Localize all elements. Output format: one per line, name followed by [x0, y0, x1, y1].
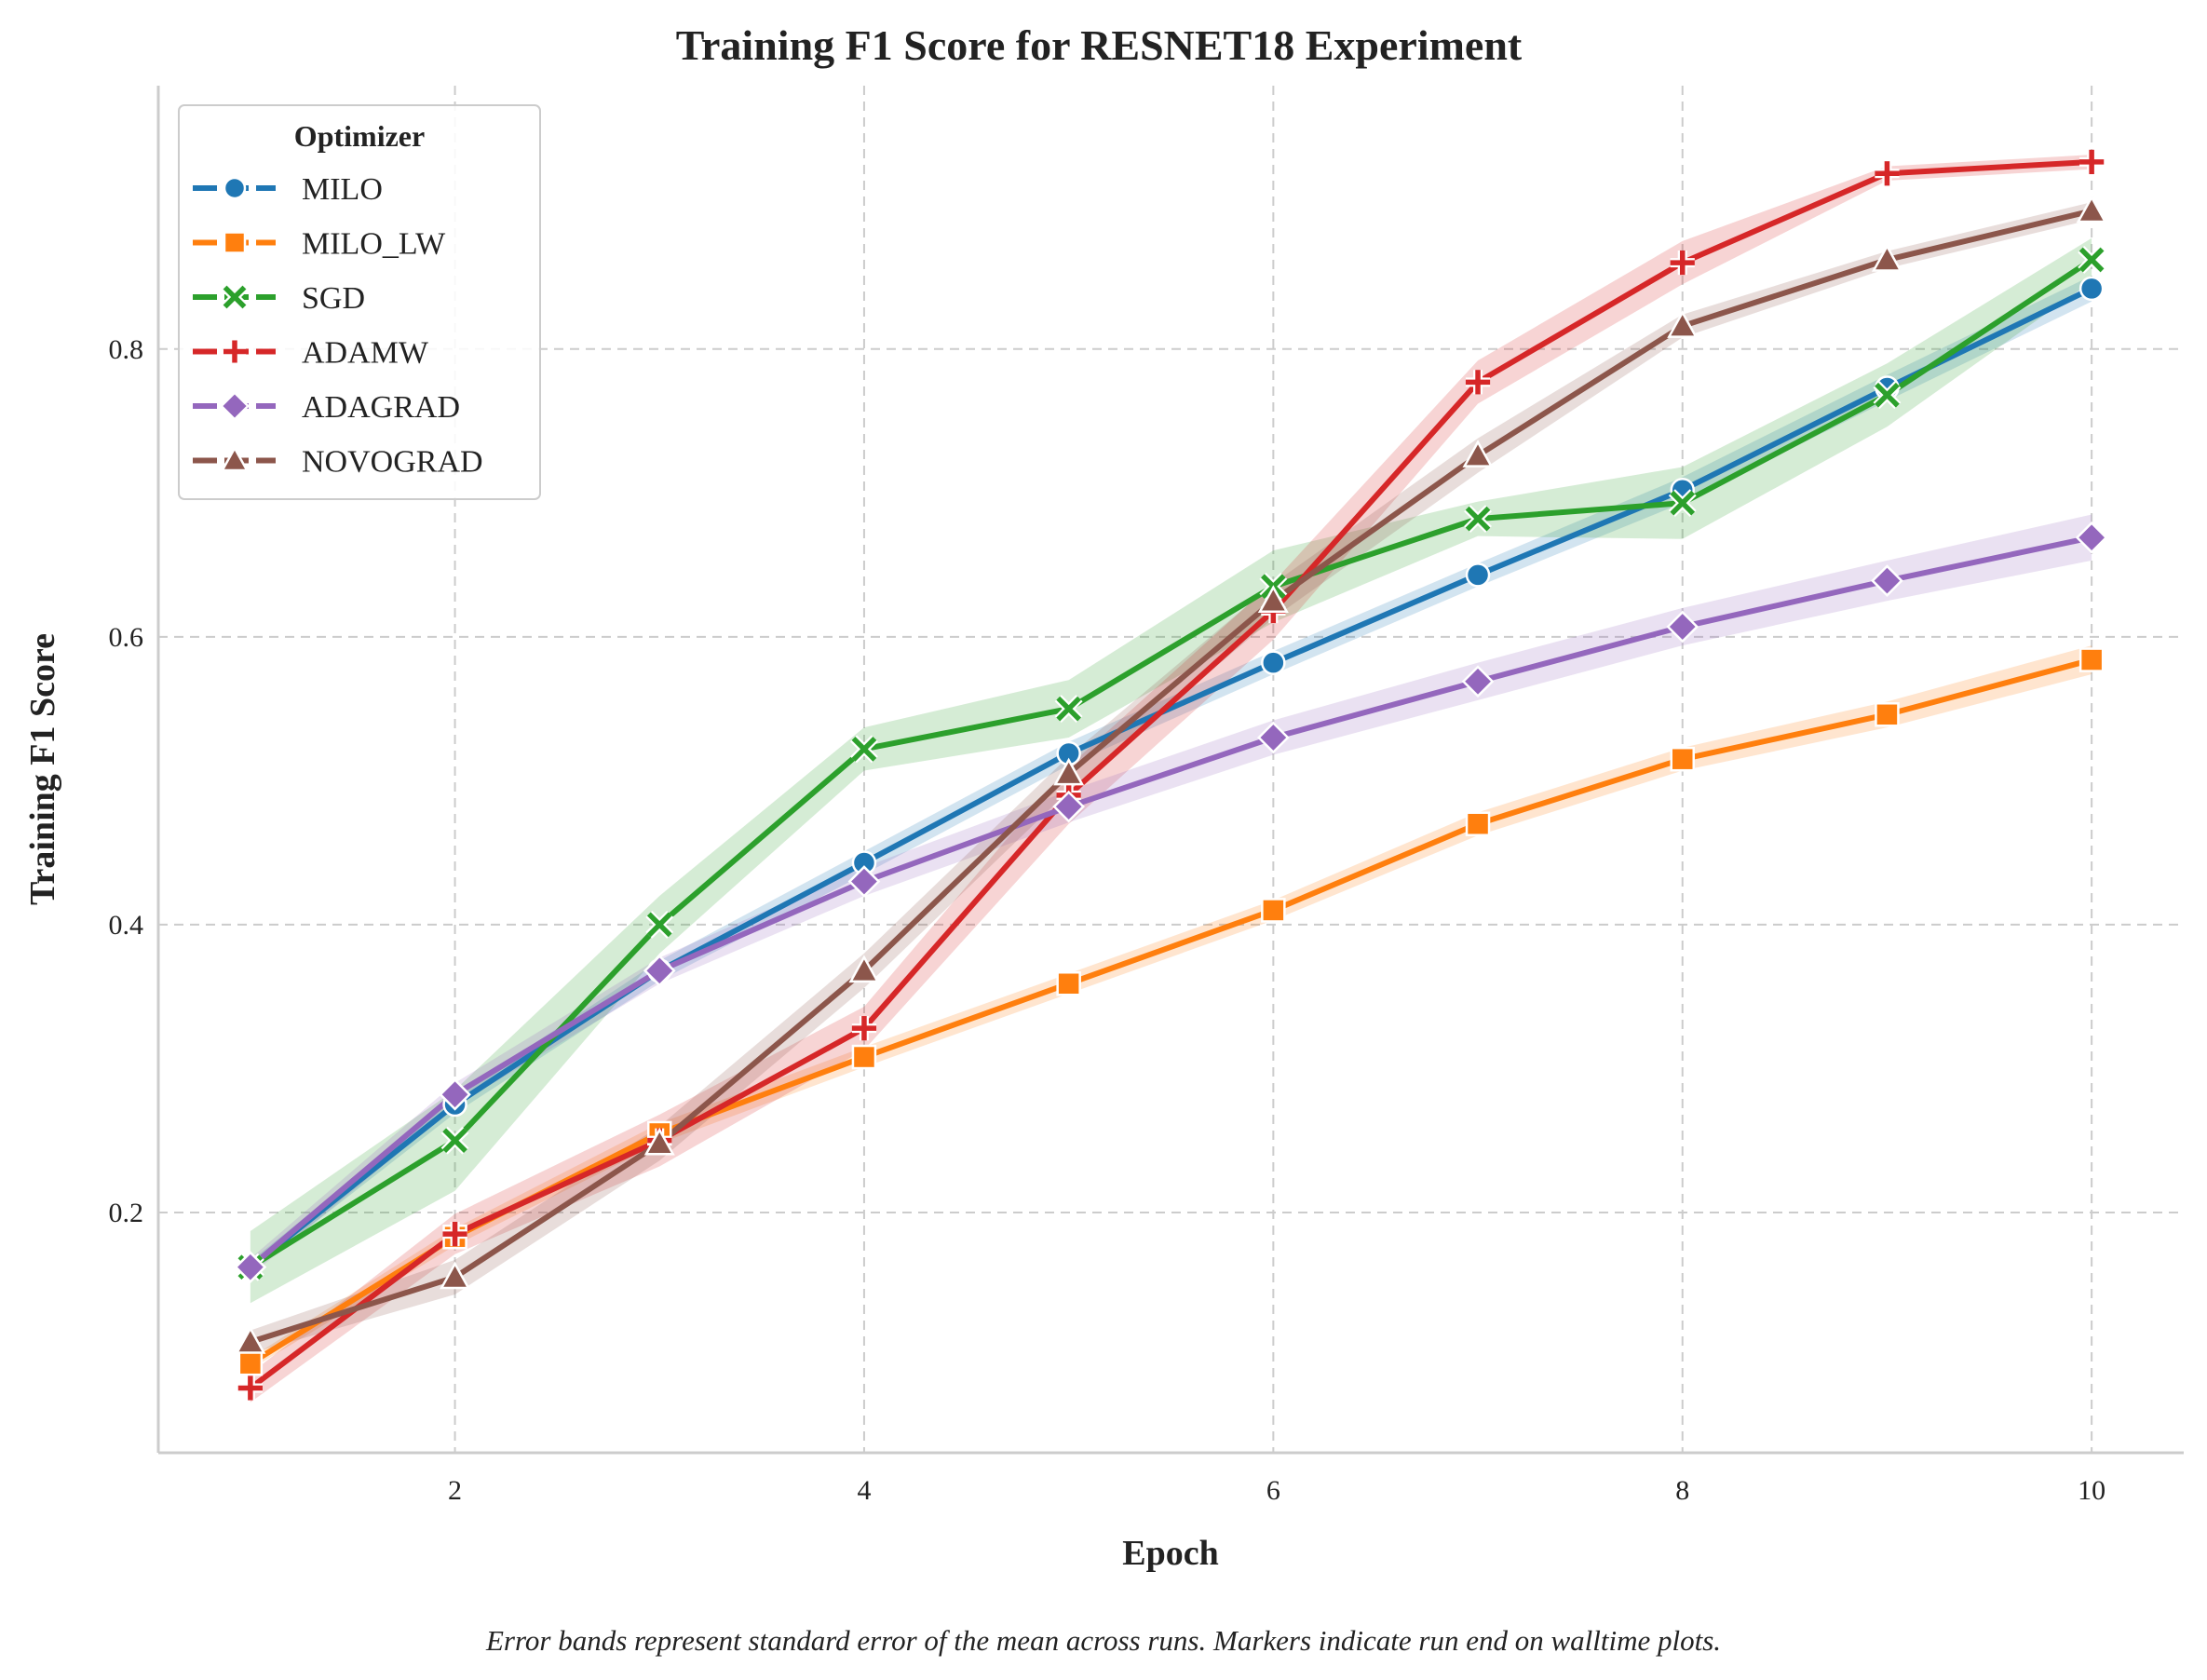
legend-label-adamw: ADAMW	[302, 336, 429, 371]
data-point-milo-lw	[1670, 746, 1695, 772]
legend-label-adagrad: ADAGRAD	[302, 390, 460, 425]
data-point-adagrad	[847, 865, 881, 898]
axes	[156, 86, 2184, 1455]
data-point-milo-lw	[2078, 647, 2105, 672]
data-point-adamw	[2079, 149, 2105, 175]
legend-label-novograd: NOVOGRAD	[302, 445, 483, 480]
legend-label-milo-lw: MILO_LW	[302, 227, 446, 262]
legend-marker-milo-lw	[223, 231, 247, 254]
legend-marker-milo	[223, 176, 247, 200]
legend-title: Optimizer	[294, 119, 425, 153]
x-tick-label: 2	[448, 1475, 462, 1506]
data-point-milo-lw	[1875, 702, 1900, 727]
y-tick-label: 0.2	[109, 1198, 144, 1228]
x-axis-label: Epoch	[1122, 1534, 1218, 1573]
legend-marker-adagrad	[219, 390, 250, 422]
data-point-milo-lw	[851, 1044, 877, 1070]
legend-marker-adamw	[223, 340, 247, 363]
data-point-adagrad	[2075, 521, 2108, 554]
data-point-novograd	[2076, 195, 2107, 224]
tick-labels: 2 4 6 8 10 0.2 0.4 0.6 0.8	[109, 334, 2106, 1506]
data-point-adagrad	[439, 1077, 471, 1111]
data-point-milo	[1465, 562, 1491, 588]
legend-label-sgd: SGD	[302, 281, 365, 316]
x-tick-label: 8	[1675, 1475, 1689, 1506]
data-point-adagrad	[643, 954, 676, 987]
data-point-adamw	[851, 1016, 877, 1041]
series-markers	[234, 149, 2108, 1401]
series-line-adagrad	[247, 535, 2095, 1270]
series-line-novograd	[247, 208, 2095, 1346]
data-point-adagrad	[1256, 721, 1290, 754]
data-point-adamw	[1465, 370, 1491, 395]
legend-marker-novograd	[220, 445, 250, 472]
error-band-adamw	[250, 155, 2092, 1402]
legend-items: MILO MILO_LW SGD ADAMW ADAGRAD NOVOGRAD	[193, 172, 483, 480]
data-point-adagrad	[1461, 665, 1495, 698]
data-point-milo-lw	[1465, 811, 1491, 836]
y-tick-label: 0.6	[109, 622, 144, 653]
data-point-sgd	[2078, 246, 2106, 274]
data-point-novograd	[1053, 757, 1085, 786]
data-point-milo-lw	[1056, 970, 1081, 996]
y-tick-label: 0.8	[109, 334, 144, 365]
data-point-adagrad	[234, 1251, 267, 1284]
data-point-novograd	[1871, 244, 1902, 272]
data-point-adagrad	[1871, 564, 1903, 597]
data-point-adamw	[442, 1222, 467, 1247]
data-point-novograd	[848, 955, 880, 983]
data-point-novograd	[1667, 310, 1699, 338]
data-point-sgd	[850, 735, 878, 764]
chart-title: Training F1 Score for RESNET18 Experimen…	[676, 21, 1523, 69]
x-tick-label: 6	[1266, 1475, 1280, 1506]
x-tick-label: 10	[2078, 1475, 2105, 1506]
data-point-sgd	[440, 1126, 469, 1155]
data-point-adagrad	[1666, 610, 1699, 644]
data-point-sgd	[645, 910, 674, 939]
data-point-adagrad	[1052, 790, 1086, 823]
series-lines	[247, 158, 2095, 1391]
y-axis-label: Training F1 Score	[23, 633, 62, 905]
data-point-novograd	[1257, 585, 1289, 613]
data-point-sgd	[1668, 489, 1697, 518]
legend: Optimizer MILO MILO_LW SGD ADAMW ADAGRAD NOVO…	[178, 104, 541, 500]
data-point-novograd	[1462, 440, 1494, 467]
error-band-adagrad	[250, 514, 2092, 1276]
series-line-adamw	[247, 158, 2095, 1391]
data-point-adamw	[1875, 161, 1900, 186]
data-point-milo	[2078, 276, 2105, 302]
legend-marker-sgd	[222, 284, 248, 310]
data-point-sgd	[1464, 505, 1492, 534]
data-point-milo-lw	[237, 1350, 264, 1376]
chart-caption: Error bands represent standard error of …	[485, 1624, 1721, 1657]
data-point-adamw	[237, 1375, 263, 1401]
data-point-milo-lw	[1261, 898, 1286, 923]
data-point-novograd	[235, 1326, 266, 1354]
x-tick-label: 4	[857, 1475, 871, 1506]
data-point-novograd	[643, 1127, 675, 1156]
data-point-sgd	[1873, 381, 1902, 410]
legend-label-milo: MILO	[302, 172, 383, 207]
data-point-milo	[1261, 650, 1286, 675]
error-band-milo-lw	[250, 645, 2092, 1370]
data-point-sgd	[1054, 695, 1083, 724]
data-point-novograd	[440, 1261, 471, 1290]
legend-frame	[178, 104, 541, 500]
data-point-adamw	[1670, 250, 1695, 276]
y-tick-label: 0.4	[109, 910, 144, 941]
series-line-milo	[247, 285, 2095, 1270]
